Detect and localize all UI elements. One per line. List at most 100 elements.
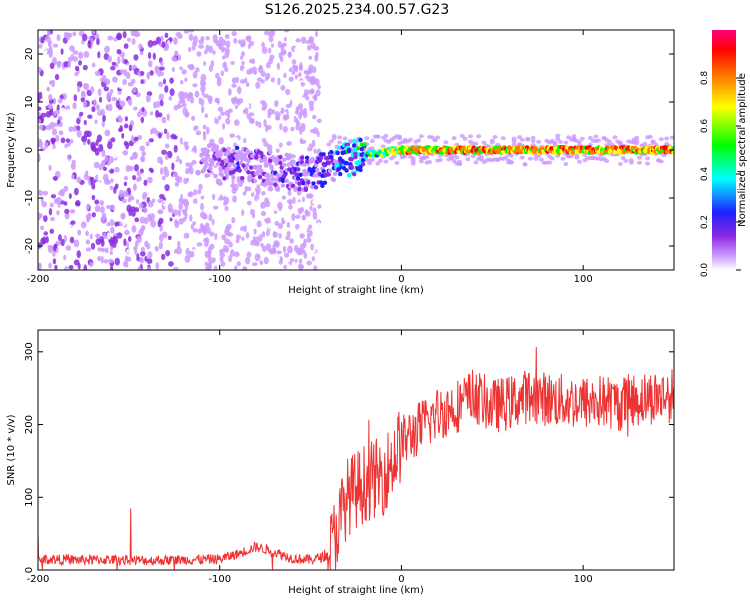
signal-halo [527, 156, 533, 161]
noise-speckle [243, 137, 247, 144]
noise-speckle [273, 89, 277, 97]
noise-speckle [130, 64, 135, 71]
signal-halo [369, 139, 375, 144]
noise-speckle [110, 266, 114, 270]
noise-speckle [278, 142, 283, 148]
noise-speckle [102, 173, 109, 182]
noise-speckle [122, 31, 127, 39]
noise-speckle [289, 115, 295, 124]
noise-speckle [90, 86, 95, 94]
noise-speckle [216, 76, 222, 81]
noise-speckle [226, 146, 231, 151]
spectrogram-ytick-label-1: -10 [24, 190, 35, 206]
noise-speckle [42, 215, 48, 223]
noise-speckle [306, 228, 311, 234]
signal-point [306, 180, 311, 185]
signal-halo [519, 155, 525, 160]
signal-halo [538, 157, 544, 162]
noise-speckle [126, 204, 132, 213]
noise-speckle [122, 78, 127, 86]
signal-point [224, 172, 230, 178]
noise-speckle [123, 181, 128, 187]
noise-speckle [184, 144, 189, 151]
noise-speckle [290, 126, 295, 132]
noise-speckle [270, 43, 275, 48]
colorbar-gradient [712, 30, 736, 270]
signal-point [313, 185, 319, 190]
signal-point [353, 154, 358, 160]
noise-speckle [275, 148, 280, 153]
noise-speckle [302, 132, 307, 139]
noise-speckle [119, 100, 126, 108]
noise-speckle [64, 212, 70, 220]
noise-speckle [52, 258, 57, 265]
noise-speckle [146, 114, 152, 120]
noise-speckle [263, 141, 269, 147]
noise-speckle [171, 56, 178, 62]
noise-speckle [306, 44, 312, 51]
noise-speckle [52, 97, 57, 105]
noise-speckle [41, 236, 47, 245]
signal-point [326, 172, 331, 177]
noise-speckle [165, 249, 171, 257]
noise-speckle [72, 56, 78, 62]
signal-halo [478, 154, 484, 159]
snr-ytick-label-0: 0 [24, 567, 35, 573]
noise-speckle [204, 113, 209, 119]
noise-speckle [232, 137, 239, 143]
noise-speckle [219, 256, 224, 263]
noise-speckle [58, 178, 64, 187]
noise-speckle [104, 263, 110, 270]
signal-halo [525, 136, 531, 141]
noise-speckle [148, 138, 154, 143]
noise-speckle [294, 258, 298, 263]
noise-speckle [242, 267, 247, 270]
signal-halo [451, 158, 457, 163]
noise-speckle [131, 210, 136, 217]
signal-point [268, 149, 273, 155]
noise-speckle [317, 31, 322, 39]
noise-speckle [283, 72, 287, 79]
noise-speckle [67, 62, 72, 68]
noise-speckle [109, 168, 115, 174]
noise-speckle [317, 84, 321, 90]
noise-speckle [142, 37, 148, 44]
noise-speckle [145, 94, 151, 103]
noise-speckle [162, 78, 167, 85]
noise-speckle [261, 46, 268, 54]
noise-speckle [303, 107, 307, 114]
noise-speckle [293, 244, 299, 253]
noise-speckle [79, 111, 84, 117]
noise-speckle [39, 213, 43, 219]
noise-speckle [248, 117, 255, 124]
noise-speckle [248, 43, 252, 50]
signal-point [294, 172, 300, 178]
noise-speckle [117, 116, 123, 123]
signal-halo [653, 142, 659, 147]
noise-speckle [209, 174, 215, 181]
noise-speckle [287, 189, 292, 196]
noise-speckle [308, 55, 313, 60]
noise-speckle [125, 85, 130, 92]
noise-speckle [213, 265, 218, 270]
noise-speckle [91, 146, 97, 152]
noise-speckle [48, 207, 53, 216]
signal-point [297, 181, 302, 186]
signal-point [326, 160, 331, 166]
signal-halo [410, 158, 416, 163]
signal-halo [383, 133, 389, 138]
signal-point [298, 172, 303, 177]
noise-speckle [279, 123, 283, 131]
signal-point [218, 152, 223, 158]
noise-speckle [131, 87, 137, 94]
signal-halo [555, 136, 561, 141]
noise-speckle [312, 207, 317, 215]
noise-speckle [303, 89, 310, 97]
noise-speckle [76, 250, 82, 259]
signal-point [240, 176, 245, 181]
signal-halo [418, 134, 424, 139]
noise-speckle [179, 61, 185, 68]
noise-speckle [40, 197, 44, 204]
signal-halo [604, 159, 610, 164]
noise-speckle [172, 209, 179, 216]
